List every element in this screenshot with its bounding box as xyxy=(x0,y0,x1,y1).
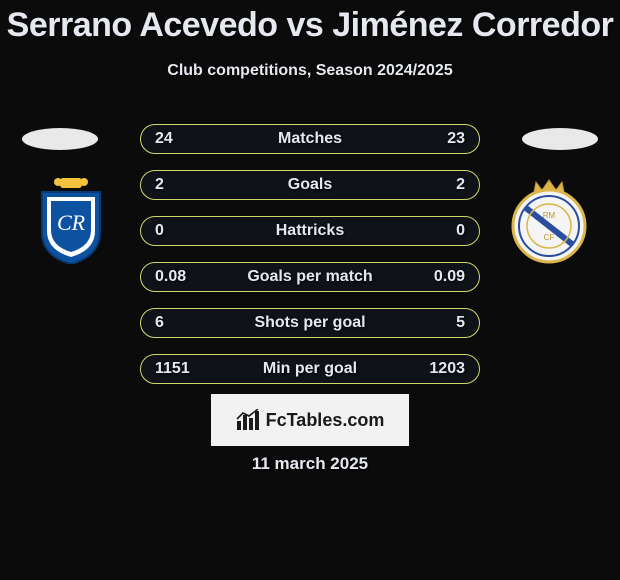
stat-label: Min per goal xyxy=(263,360,357,378)
branding-text: FcTables.com xyxy=(266,410,385,431)
date-line: 11 march 2025 xyxy=(0,454,620,474)
svg-text:RM: RM xyxy=(543,211,556,220)
branding-badge: FcTables.com xyxy=(211,394,409,446)
stat-row: 1151 Min per goal 1203 xyxy=(140,354,480,384)
stat-row: 0.08 Goals per match 0.09 xyxy=(140,262,480,292)
bar-spark-icon xyxy=(236,409,262,431)
stat-value-left: 0 xyxy=(141,217,178,245)
stat-row: 2 Goals 2 xyxy=(140,170,480,200)
stat-label: Hattricks xyxy=(276,222,344,240)
stat-value-left: 6 xyxy=(141,309,178,337)
page-title: Serrano Acevedo vs Jiménez Corredor xyxy=(0,6,620,45)
stat-value-left: 2 xyxy=(141,171,178,199)
stat-value-right: 23 xyxy=(433,125,479,153)
stat-label: Matches xyxy=(278,130,342,148)
stat-value-left: 24 xyxy=(141,125,187,153)
stat-value-left: 1151 xyxy=(141,355,204,383)
player-photo-placeholder-right xyxy=(522,128,598,150)
shield-blue-crown-icon: CR xyxy=(24,178,118,264)
round-white-gold-crown-icon: RM CF xyxy=(502,178,596,264)
stat-value-right: 0.09 xyxy=(420,263,479,291)
stat-value-right: 2 xyxy=(442,171,479,199)
subtitle: Club competitions, Season 2024/2025 xyxy=(0,62,620,80)
svg-text:CF: CF xyxy=(544,233,555,242)
club-crest-right: RM CF xyxy=(502,178,596,264)
stat-value-left: 0.08 xyxy=(141,263,200,291)
stat-value-right: 5 xyxy=(442,309,479,337)
stat-label: Goals per match xyxy=(247,268,372,286)
stat-row: 0 Hattricks 0 xyxy=(140,216,480,246)
stats-table: 24 Matches 23 2 Goals 2 0 Hattricks 0 0.08 Goals p… xyxy=(140,124,480,400)
stat-label: Shots per goal xyxy=(254,314,365,332)
stat-row: 6 Shots per goal 5 xyxy=(140,308,480,338)
stat-value-right: 1203 xyxy=(415,355,479,383)
stat-row: 24 Matches 23 xyxy=(140,124,480,154)
svg-text:CR: CR xyxy=(57,210,86,235)
player-photo-placeholder-left xyxy=(22,128,98,150)
club-crest-left: CR xyxy=(24,178,118,264)
stat-label: Goals xyxy=(288,176,332,194)
stat-value-right: 0 xyxy=(442,217,479,245)
